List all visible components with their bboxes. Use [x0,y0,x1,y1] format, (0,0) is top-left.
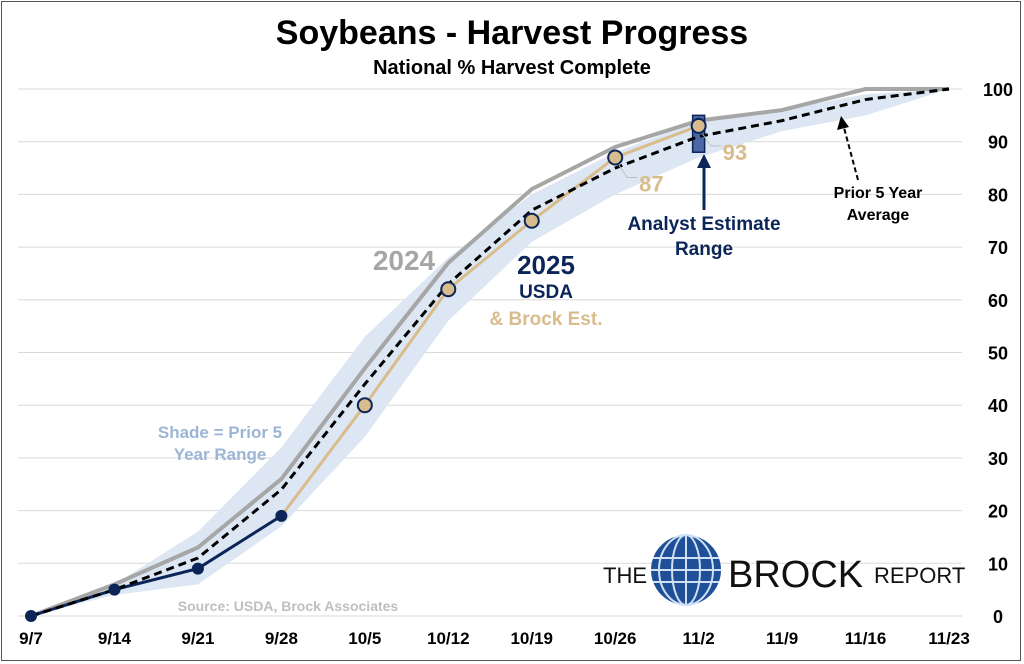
x-tick-label: 11/9 [766,629,798,648]
y-tick-label: 80 [988,185,1008,205]
x-tick-label: 9/7 [19,629,43,648]
brock-est-point [440,281,457,298]
y-tick-label: 20 [988,502,1008,522]
brock-report-logo: THE BROCK REPORT [603,534,965,606]
x-tick-label: 11/16 [845,629,887,648]
brock-est-point [607,149,624,166]
series-2025-brock-line [280,124,700,517]
analyst-arrow-head [697,154,711,168]
y-tick-label: 70 [988,238,1008,258]
analyst-label-1: Analyst Estimate [627,214,780,235]
prior-5-year-range-band [31,89,949,616]
x-tick-label: 10/12 [427,629,470,648]
y-tick-label: 60 [988,291,1008,311]
data-label-leader [702,133,721,147]
data-label-leader [618,165,638,179]
y-tick-label: 10 [988,554,1008,574]
avg-arrow [842,123,859,181]
label-2024: 2024 [373,245,436,276]
logo-the: THE [603,563,647,588]
usda-point [275,509,288,522]
y-tick-label: 0 [993,607,1003,627]
prior-5-year-average-line [30,87,950,618]
analyst-label-2: Range [675,239,733,260]
x-tick-label: 10/19 [510,629,553,648]
shade-label-2: Year Range [174,445,267,464]
label-brock-est: & Brock Est. [490,309,603,330]
y-tick-label: 90 [988,133,1008,153]
series-2024-line [30,87,949,618]
usda-point [25,610,37,622]
x-tick-label: 9/28 [265,629,298,648]
label-usda: USDA [519,282,573,303]
x-tick-label: 10/26 [594,629,637,648]
brock-est-point [356,397,373,414]
x-tick-label: 9/21 [181,629,214,648]
usda-point [191,562,204,575]
logo-report: REPORT [874,563,965,588]
x-tick-label: 9/14 [98,629,132,648]
chart-title: Soybeans - Harvest Progress [276,14,748,52]
chart-subtitle: National % Harvest Complete [373,57,651,79]
label-2025: 2025 [517,250,575,280]
y-tick-label: 50 [988,344,1008,364]
x-tick-label: 10/5 [348,629,381,648]
source-note: Source: USDA, Brock Associates [178,598,399,614]
avg-label-2: Average [847,207,910,224]
data-label: 93 [723,140,747,165]
usda-point [108,583,121,596]
avg-arrow-head [837,116,849,130]
shade-label-1: Shade = Prior 5 [158,423,282,442]
x-tick-label: 11/2 [683,629,715,648]
y-tick-label: 40 [988,396,1008,416]
y-tick-label: 100 [983,80,1013,100]
x-tick-label: 11/23 [928,629,970,648]
avg-label-1: Prior 5 Year [834,185,923,202]
data-label: 87 [639,172,663,197]
y-tick-label: 30 [988,449,1008,469]
brock-est-point [690,117,707,134]
logo-brock: BROCK [728,554,863,596]
brock-est-point [523,212,540,229]
